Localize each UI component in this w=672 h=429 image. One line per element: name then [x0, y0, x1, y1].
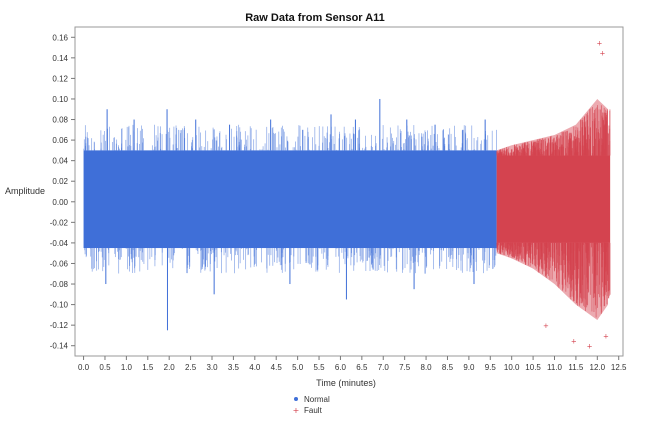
- x-tick-label: 5.0: [292, 363, 304, 372]
- series-normal-band: [83, 150, 497, 249]
- y-tick-label: -0.04: [50, 239, 69, 248]
- legend-label-normal: Normal: [304, 395, 330, 404]
- y-tick-label: 0.16: [52, 33, 68, 42]
- y-tick-label: -0.06: [50, 259, 69, 268]
- x-axis: 0.0 0.5 1.0 1.5 2.0 2.5 3.0 3.5 4.0 4.5 5.0 5.5 6.0 6…: [78, 356, 627, 372]
- y-tick-label: -0.10: [50, 301, 69, 310]
- x-tick-label: 4.0: [249, 363, 261, 372]
- x-tick-label: 9.5: [485, 363, 497, 372]
- series-fault-point: +: [543, 322, 549, 330]
- x-tick-label: 2.0: [164, 363, 176, 372]
- y-tick-label: 0.08: [52, 116, 68, 125]
- y-tick-label: 0.12: [52, 74, 68, 83]
- x-tick-label: 3.5: [228, 363, 240, 372]
- y-tick-label: 0.10: [52, 95, 68, 104]
- series-fault-point: +: [603, 332, 609, 340]
- data-layer: + + + + + +: [83, 39, 611, 351]
- x-tick-label: 7.5: [399, 363, 411, 372]
- legend-label-fault: Fault: [304, 406, 323, 415]
- y-tick-label: -0.08: [50, 280, 69, 289]
- x-axis-title: Time (minutes): [316, 378, 376, 388]
- y-tick-label: 0.00: [52, 198, 68, 207]
- legend-item-normal: Normal: [294, 395, 330, 404]
- x-tick-label: 6.0: [335, 363, 347, 372]
- x-tick-label: 6.5: [356, 363, 368, 372]
- chart-title: Raw Data from Sensor A11: [245, 12, 385, 24]
- y-axis: -0.14 -0.12 -0.10 -0.08 -0.06 -0.04 -0.02 0.00 0…: [50, 33, 75, 351]
- y-tick-label: 0.14: [52, 54, 68, 63]
- x-tick-label: 1.5: [142, 363, 154, 372]
- x-tick-label: 9.0: [463, 363, 475, 372]
- series-fault: + + + + + +: [496, 39, 611, 351]
- x-tick-label: 8.5: [442, 363, 454, 372]
- x-tick-label: 5.5: [313, 363, 325, 372]
- series-fault-band: [496, 155, 611, 243]
- series-normal: [83, 98, 497, 331]
- x-tick-label: 10.0: [504, 363, 520, 372]
- x-tick-label: 0.0: [78, 363, 90, 372]
- x-tick-label: 11.5: [568, 363, 584, 372]
- x-tick-label: 2.5: [185, 363, 197, 372]
- x-tick-label: 0.5: [99, 363, 111, 372]
- series-fault-point: +: [587, 343, 593, 351]
- y-axis-title: Amplitude: [5, 186, 45, 196]
- x-tick-label: 12.5: [611, 363, 627, 372]
- y-tick-label: -0.02: [50, 218, 69, 227]
- legend: Normal + Fault: [293, 395, 330, 415]
- x-tick-label: 3.0: [206, 363, 218, 372]
- x-tick-label: 1.0: [121, 363, 133, 372]
- x-tick-label: 4.5: [271, 363, 283, 372]
- legend-marker-normal: [294, 397, 298, 401]
- series-fault-point: +: [600, 50, 606, 58]
- x-tick-label: 11.0: [547, 363, 563, 372]
- y-tick-label: 0.02: [52, 177, 68, 186]
- y-tick-label: -0.14: [50, 342, 69, 351]
- series-fault-point: +: [597, 39, 603, 47]
- x-tick-label: 12.0: [590, 363, 606, 372]
- legend-marker-fault: +: [293, 406, 300, 415]
- y-tick-label: 0.04: [52, 157, 68, 166]
- x-tick-label: 7.0: [378, 363, 390, 372]
- legend-item-fault: + Fault: [293, 406, 323, 415]
- x-tick-label: 10.5: [525, 363, 541, 372]
- x-tick-label: 8.0: [421, 363, 433, 372]
- series-fault-point: +: [571, 338, 577, 346]
- y-tick-label: -0.12: [50, 321, 69, 330]
- y-tick-label: 0.06: [52, 136, 68, 145]
